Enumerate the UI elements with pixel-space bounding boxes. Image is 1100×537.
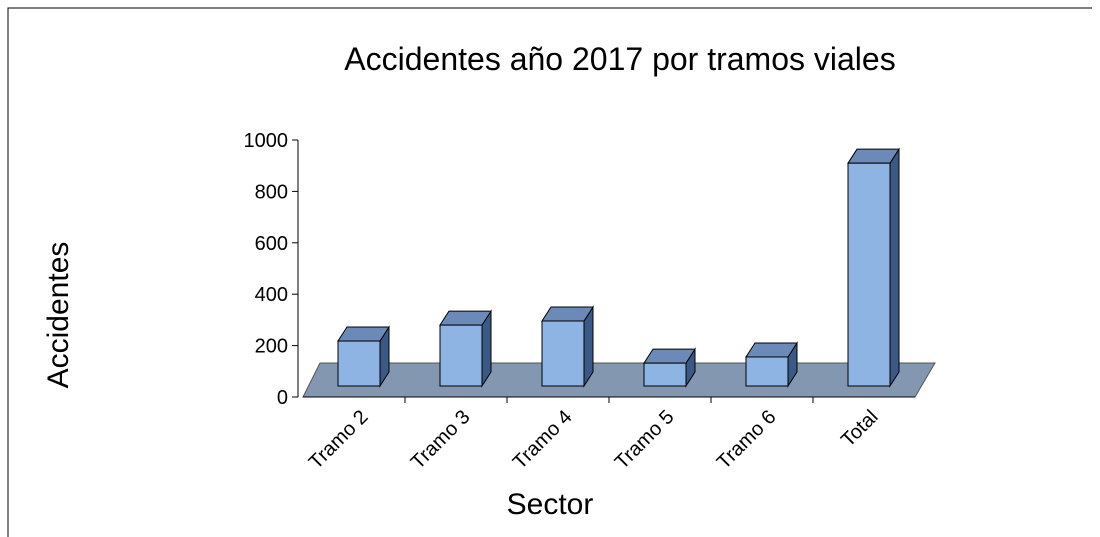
bar-top [541, 306, 594, 322]
bar-top [337, 326, 390, 342]
bar-top [439, 310, 492, 326]
chart-title: Accidentes año 2017 por tramos viales [344, 41, 895, 77]
floor [302, 362, 936, 398]
bar-top [745, 342, 798, 358]
frame [7, 7, 1092, 537]
bar [847, 162, 891, 387]
x-tick-label: Tramo 5 [611, 406, 679, 474]
y-tick-label: 1000 [244, 130, 289, 152]
bar-top [643, 348, 696, 364]
y-tick-label: 0 [277, 387, 288, 409]
bar [337, 340, 381, 387]
y-tick-label: 800 [255, 181, 288, 203]
x-tick-label: Tramo 3 [407, 406, 475, 474]
bar-top [847, 148, 900, 164]
y-axis-label: Accidentes [42, 242, 75, 389]
x-axis-label: Sector [507, 488, 594, 521]
x-tick-label: Tramo 6 [713, 406, 781, 474]
bar [541, 320, 585, 387]
bar [745, 356, 789, 387]
bar [439, 324, 483, 387]
bar [643, 362, 687, 387]
bar-side [889, 147, 900, 388]
y-tick-label: 200 [255, 336, 288, 358]
x-tick-label: Total [837, 406, 882, 451]
x-tick-label: Tramo 2 [305, 406, 373, 474]
y-tick-label: 400 [255, 284, 288, 306]
x-tick-label: Tramo 4 [509, 406, 577, 474]
y-tick-label: 600 [255, 233, 288, 255]
